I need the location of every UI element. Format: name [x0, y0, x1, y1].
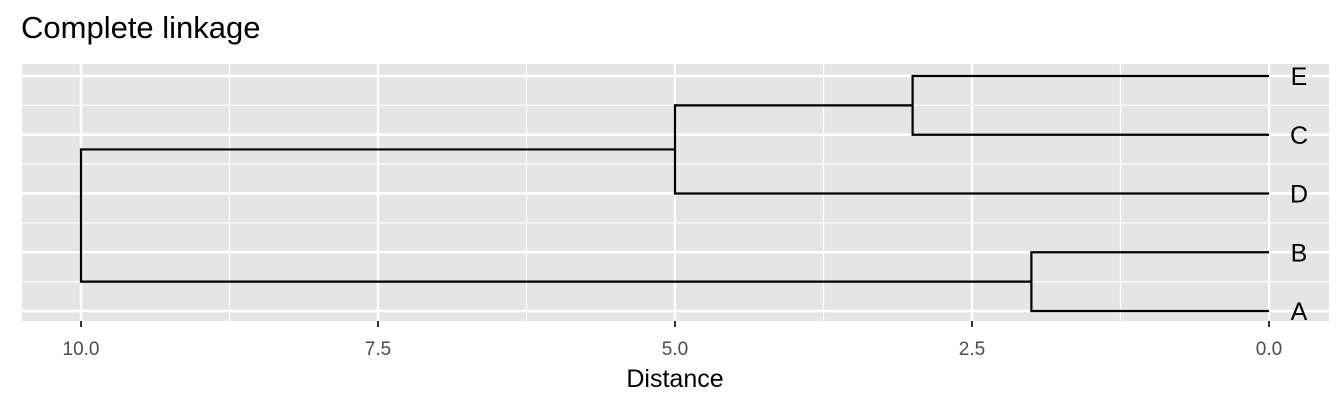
dendrogram-branches: [79, 74, 1269, 313]
x-tick-label: 7.5: [365, 339, 391, 360]
leaf-label-c: C: [1290, 122, 1308, 150]
leaf-label-e: E: [1291, 63, 1308, 91]
leaf-labels: E C D B A: [1290, 63, 1308, 326]
x-tick-label: 0.0: [1256, 339, 1282, 360]
x-tick-label: 5.0: [662, 339, 688, 360]
x-axis-title: Distance: [626, 365, 723, 393]
leaf-label-b: B: [1291, 239, 1308, 267]
leaf-label-a: A: [1291, 298, 1308, 326]
x-tick-label: 2.5: [959, 339, 985, 360]
x-tick-label: 10.0: [63, 339, 100, 360]
x-axis-ticks: 10.0 7.5 5.0 2.5 0.0: [63, 321, 1282, 360]
chart-title: Complete linkage: [21, 10, 261, 45]
leaf-label-d: D: [1290, 181, 1308, 209]
